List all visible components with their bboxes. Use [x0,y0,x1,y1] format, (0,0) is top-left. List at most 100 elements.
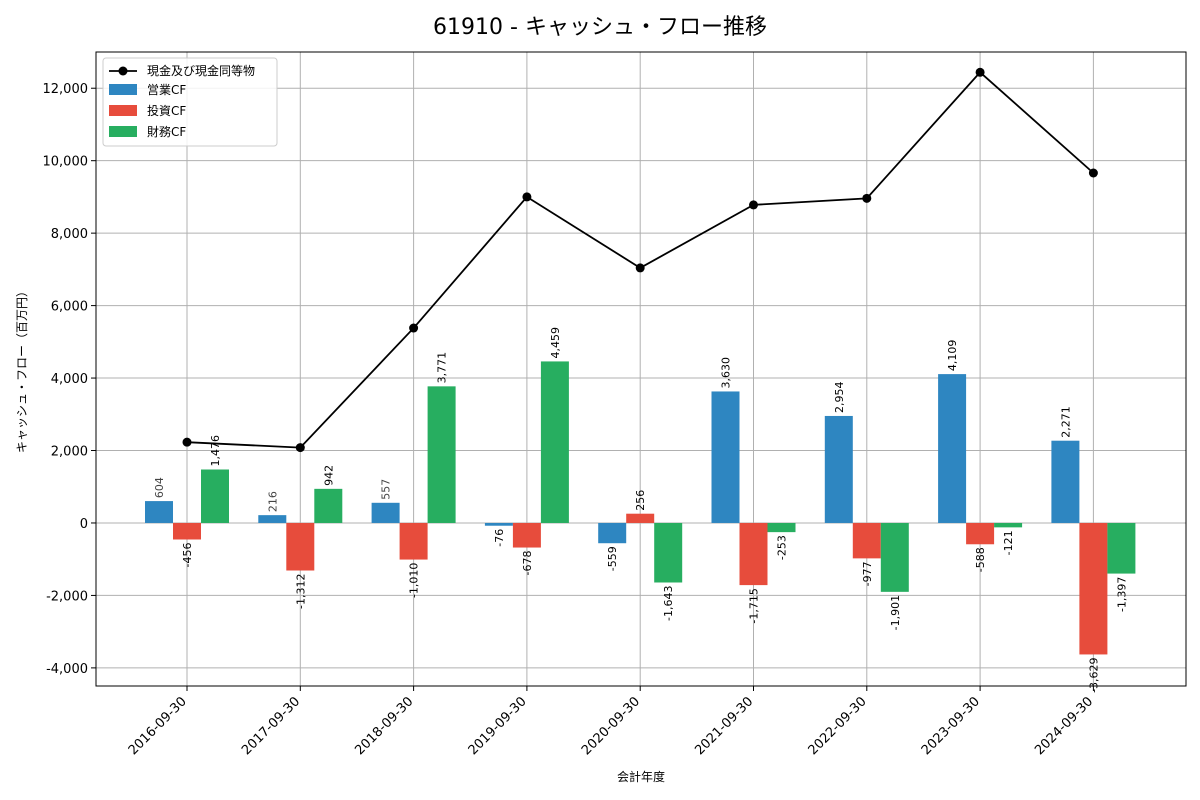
cash-equivalents-point [749,200,758,210]
y-tick-label: -4,000 [46,662,88,677]
y-tick-label: 8,000 [51,227,88,242]
bar-投資CF-2016-09-30 [173,522,201,540]
x-tick-label: 2017-09-30 [239,694,303,758]
bar-営業CF-2017-09-30 [258,515,287,523]
chart-title: 61910 - キャッシュ・フロー推移 [433,15,767,40]
bar-data-label: -121 [1002,530,1015,555]
bar-data-label: 216 [266,491,279,512]
bar-data-label: -1,312 [294,574,307,609]
y-tick-label: -2,000 [46,589,88,604]
bar-投資CF-2020-09-30 [626,513,655,523]
cash-equivalents-point [1088,168,1098,178]
bar-data-label: -3,629 [1087,657,1100,692]
bar-投資CF-2018-09-30 [399,522,428,560]
bar-data-label: 3,630 [720,357,733,389]
bar-data-label: -977 [861,561,874,586]
legend-label-cash: 現金及び現金同等物 [147,63,255,78]
bar-財務CF-2016-09-30 [201,469,229,523]
cash-line-layer [182,67,1098,453]
cash-equivalents-point [975,67,985,77]
legend-swatch-投資CF [109,105,137,116]
cash-equivalents-point [522,192,532,202]
bar-data-label: -1,715 [748,588,761,623]
bar-財務CF-2020-09-30 [654,522,683,583]
bar-投資CF-2019-09-30 [512,522,541,548]
cash-equivalents-point [182,437,192,447]
bar-財務CF-2018-09-30 [427,386,456,523]
bar-data-label: -678 [521,551,534,576]
bar-財務CF-2017-09-30 [314,488,343,523]
bar-data-label: 3,771 [436,352,449,384]
bar-営業CF-2018-09-30 [371,502,400,523]
bar-財務CF-2023-09-30 [994,522,1023,528]
bar-data-label: 2,271 [1059,406,1072,438]
bar-投資CF-2017-09-30 [286,522,315,571]
y-tick-label: 6,000 [51,300,88,315]
x-tick-label: 2020-09-30 [579,694,643,758]
bar-営業CF-2023-09-30 [938,374,967,523]
legend-swatch-財務CF [109,126,137,137]
bar-営業CF-2022-09-30 [824,415,853,523]
y-tick-label: 10,000 [43,155,89,170]
bar-data-label: 4,109 [946,340,959,372]
bar-財務CF-2021-09-30 [767,522,796,533]
plot-frame [95,51,1187,687]
y-tick-label: 4,000 [51,372,88,387]
x-tick-label: 2023-09-30 [919,694,983,758]
x-tick-label: 2022-09-30 [806,694,870,758]
bar-投資CF-2021-09-30 [739,522,768,586]
bar-投資CF-2023-09-30 [966,522,995,545]
cash-equivalents-point [635,263,645,273]
bar-data-label: -1,643 [662,585,675,620]
legend-swatch-営業CF [109,84,137,95]
bar-営業CF-2020-09-30 [598,522,627,544]
cash-equivalents-point [295,443,305,453]
bar-営業CF-2016-09-30 [145,501,173,523]
y-tick-label: 12,000 [43,82,89,97]
y-axis-label: キャッシュ・フロー（百万円） [15,285,29,453]
bar-data-label: -1,901 [889,595,902,630]
bar-data-label: 604 [153,477,166,498]
x-tick-label: 2018-09-30 [352,694,416,758]
bar-投資CF-2022-09-30 [852,522,881,559]
legend-label-営業CF: 営業CF [147,83,186,97]
bar-財務CF-2024-09-30 [1107,522,1136,574]
bar-data-label: -559 [606,546,619,571]
x-tick-label: 2019-09-30 [466,694,530,758]
bar-data-label: 4,459 [549,327,562,359]
x-axis-label: 会計年度 [617,769,665,784]
y-tick-label: 2,000 [51,445,88,460]
bar-営業CF-2024-09-30 [1051,440,1080,523]
cash-equivalents-point [409,323,419,333]
bar-data-label: 942 [322,465,335,486]
bar-data-label: 1,476 [209,435,222,467]
bars-layer [145,361,1136,655]
bar-data-label: -1,397 [1115,577,1128,612]
bar-営業CF-2021-09-30 [711,391,740,523]
bar-data-label: 256 [634,490,647,511]
bar-data-label: -1,010 [408,563,421,598]
bar-data-label: 557 [380,479,393,500]
bar-data-label: -76 [493,529,506,547]
y-tick-label: 0 [80,517,88,532]
cash-equivalents-point [862,193,872,203]
bar-財務CF-2019-09-30 [540,361,569,523]
bar-data-label: -588 [974,547,987,572]
grid-layer [96,52,1186,686]
legend-line-marker [118,66,128,76]
x-tick-label: 2016-09-30 [126,694,190,758]
bar-財務CF-2022-09-30 [880,522,909,592]
bar-営業CF-2019-09-30 [484,522,513,526]
legend-box [102,57,278,147]
bar-labels-layer: 604 216 557 -76 -559 3,630 2,954 4,109 2,271 -456… [153,327,1128,693]
legend-label-投資CF: 投資CF [147,103,186,118]
bar-data-label: -253 [776,535,789,560]
x-tick-label: 2021-09-30 [692,694,756,758]
bar-投資CF-2024-09-30 [1079,522,1108,655]
bar-data-label: -456 [181,542,194,567]
x-tick-label: 2024-09-30 [1032,694,1096,758]
legend-label-財務CF: 財務CF [147,124,186,139]
bar-data-label: 2,954 [833,381,846,413]
